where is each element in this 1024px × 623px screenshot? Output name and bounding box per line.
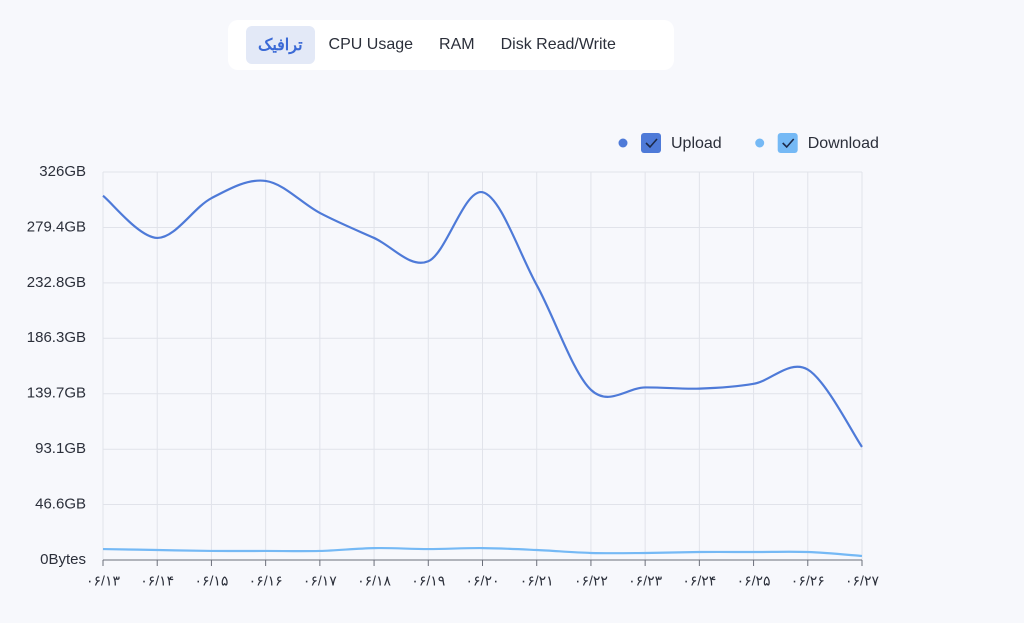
tab[interactable]: CPU Usage xyxy=(328,36,414,53)
legend-checkbox[interactable] xyxy=(777,133,798,153)
y-tick-label: 0Bytes xyxy=(40,551,86,568)
x-tick-label: ۰۶/۱۸ xyxy=(357,573,391,589)
x-tick-label: ۰۶/۱۷ xyxy=(303,573,337,589)
tab[interactable]: RAM xyxy=(439,36,475,53)
y-tick-label: 46.6GB xyxy=(35,496,86,513)
series-line xyxy=(102,546,863,558)
y-tick-label: 139.7GB xyxy=(27,385,86,402)
x-tick-label: ۰۶/۲۰ xyxy=(466,573,500,589)
tab[interactable]: ترافیک xyxy=(246,26,315,64)
y-tick-label: 279.4GB xyxy=(27,218,86,235)
y-tick-label: 186.3GB xyxy=(27,329,86,346)
x-tick-label: ۰۶/۲۳ xyxy=(628,573,662,589)
x-tick-label: ۰۶/۲۷ xyxy=(845,573,879,589)
y-tick-label: 232.8GB xyxy=(27,274,86,291)
legend-label: Download xyxy=(808,135,879,152)
y-tick-label: 326GB xyxy=(39,163,86,180)
legend-label: Upload xyxy=(671,135,722,152)
x-tick-label: ۰۶/۲۵ xyxy=(737,573,771,589)
x-tick-label: ۰۶/۱۵ xyxy=(194,573,228,589)
x-tick-label: ۰۶/۲۲ xyxy=(574,573,608,589)
tab-bar: ترافیک CPU Usage RAM Disk Read/Write xyxy=(228,20,674,70)
x-tick-label: ۰۶/۲۴ xyxy=(682,573,716,589)
legend-dot xyxy=(755,138,765,148)
x-tick-label: ۰۶/۱۴ xyxy=(140,573,174,589)
series-line xyxy=(102,179,863,448)
legend-check xyxy=(782,138,795,149)
x-tick-label: ۰۶/۱۳ xyxy=(86,573,120,589)
legend-checkbox[interactable] xyxy=(641,133,661,153)
x-tick-label: ۰۶/۱۹ xyxy=(411,573,445,589)
y-tick-label: 93.1GB xyxy=(35,440,86,457)
tab[interactable]: Disk Read/Write xyxy=(500,36,616,53)
x-tick-label: ۰۶/۲۶ xyxy=(791,573,825,589)
x-tick-label: ۰۶/۱۶ xyxy=(249,573,283,589)
x-tick-label: ۰۶/۲۱ xyxy=(520,573,554,589)
legend-check xyxy=(645,138,658,149)
legend-dot xyxy=(618,138,628,148)
